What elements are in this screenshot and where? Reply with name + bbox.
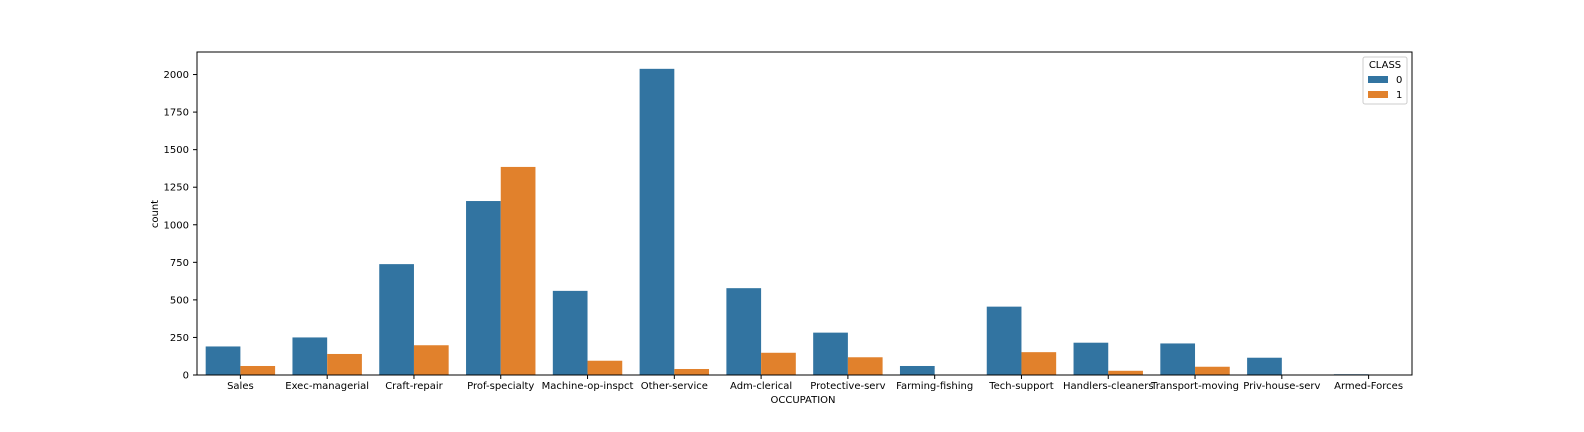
x-tick-label: Sales [227, 381, 254, 392]
bar-sales-class-1 [240, 365, 276, 375]
y-axis-label: count [150, 200, 161, 228]
y-tick-label: 1250 [164, 183, 189, 194]
y-tick-label: 1500 [164, 145, 189, 156]
bar-other-service-class-0 [639, 68, 675, 375]
bar-tech-support-class-1 [1021, 352, 1057, 375]
bar-farming-fishing-class-0 [899, 365, 935, 375]
bars-layer [205, 68, 1369, 375]
legend-title: CLASS [1369, 60, 1401, 71]
y-tick-label: 0 [183, 371, 189, 382]
y-tick-label: 750 [170, 258, 189, 269]
bar-handlers-cleaners-class-0 [1073, 342, 1109, 375]
legend-label-1: 1 [1396, 90, 1402, 101]
x-tick-label: Transport-moving [1150, 381, 1239, 392]
y-tick-label: 1750 [164, 108, 189, 119]
y-tick-label: 1000 [164, 220, 189, 231]
x-tick-label: Protective-serv [810, 381, 885, 392]
bar-transport-moving-class-0 [1160, 343, 1196, 375]
bar-tech-support-class-0 [986, 306, 1022, 375]
bar-craft-repair-class-1 [413, 345, 449, 375]
x-tick-label: Other-service [641, 381, 708, 392]
bar-transport-moving-class-1 [1195, 366, 1230, 375]
bar-prof-specialty-class-1 [500, 166, 536, 375]
y-tick-label: 250 [170, 333, 189, 344]
x-tick-label: Machine-op-inspct [542, 381, 634, 392]
bar-exec-managerial-class-0 [292, 337, 328, 375]
bar-adm-clerical-class-0 [726, 288, 762, 375]
bar-protective-serv-class-1 [847, 357, 883, 375]
x-axis: Sales Exec-managerial Craft-repair Prof-spe… [227, 375, 1403, 392]
y-tick-label: 500 [170, 295, 189, 306]
bar-other-service-class-1 [674, 368, 710, 375]
bar-prof-specialty-class-0 [466, 201, 501, 375]
y-axis: 0 250 500 750 1000 1250 1500 1750 2000 [164, 70, 197, 382]
legend-swatch-1 [1368, 91, 1388, 98]
x-tick-label: Farming-fishing [896, 381, 973, 392]
x-tick-label: Tech-support [988, 381, 1053, 392]
x-tick-label: Armed-Forces [1334, 381, 1403, 392]
x-tick-label: Exec-managerial [285, 381, 369, 392]
x-tick-label: Priv-house-serv [1243, 381, 1320, 392]
x-tick-label: Craft-repair [385, 381, 443, 392]
bar-machine-op-inspct-class-1 [587, 360, 623, 375]
x-tick-label: Adm-clerical [730, 381, 792, 392]
bar-machine-op-inspct-class-0 [552, 290, 588, 375]
legend-label-0: 0 [1396, 75, 1402, 86]
x-axis-label: OCCUPATION [770, 395, 835, 406]
bar-exec-managerial-class-1 [327, 353, 362, 375]
bar-sales-class-0 [205, 346, 241, 375]
legend: CLASS 0 1 [1362, 56, 1408, 105]
bar-adm-clerical-class-1 [761, 352, 796, 375]
legend-swatch-0 [1368, 76, 1388, 83]
x-tick-label: Prof-specialty [467, 381, 534, 392]
plot-area-frame [196, 51, 1413, 376]
bar-protective-serv-class-0 [813, 332, 848, 375]
bar-priv-house-serv-class-0 [1247, 357, 1282, 375]
bar-craft-repair-class-0 [379, 264, 414, 375]
x-tick-label: Handlers-cleaners [1063, 381, 1154, 392]
y-tick-label: 2000 [164, 70, 189, 81]
bar-handlers-cleaners-class-1 [1108, 370, 1143, 375]
